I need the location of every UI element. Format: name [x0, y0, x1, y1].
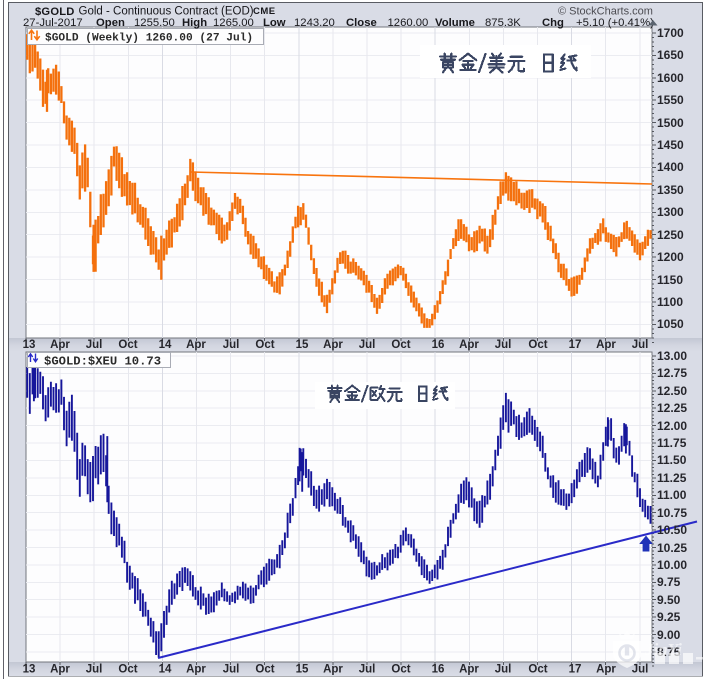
svg-text:875.3K: 875.3K [485, 17, 521, 29]
svg-text:15: 15 [296, 664, 309, 676]
svg-text:1100: 1100 [657, 295, 683, 309]
svg-text:Apr: Apr [50, 339, 70, 351]
svg-text:1600: 1600 [657, 71, 684, 85]
svg-text:Jul: Jul [223, 339, 240, 351]
svg-text:Oct: Oct [391, 339, 410, 351]
svg-text:$GOLD:$XEU 10.73: $GOLD:$XEU 10.73 [44, 355, 161, 369]
svg-text:1265.00: 1265.00 [213, 17, 254, 29]
svg-text:+5.10 (+0.41%): +5.10 (+0.41%) [576, 17, 654, 29]
svg-text:Jul: Jul [223, 664, 240, 676]
svg-text:Apr: Apr [596, 339, 616, 351]
svg-text:15: 15 [296, 339, 309, 351]
svg-text:Oct: Oct [528, 664, 547, 676]
svg-text:1350: 1350 [657, 183, 684, 197]
svg-text:1700: 1700 [657, 26, 684, 40]
svg-text:1300: 1300 [657, 205, 684, 219]
svg-text:Apr: Apr [323, 664, 343, 676]
svg-text:14: 14 [159, 339, 172, 351]
svg-text:$GOLD (Weekly) 1260.00 (27 Jul: $GOLD (Weekly) 1260.00 (27 Jul) [45, 33, 253, 45]
svg-text:Apr: Apr [323, 339, 343, 351]
svg-text:CME: CME [253, 6, 276, 17]
svg-text:12.00: 12.00 [657, 419, 687, 433]
svg-text:Jul: Jul [86, 664, 103, 676]
svg-text:Apr: Apr [186, 339, 206, 351]
svg-text:Jul: Jul [495, 339, 512, 351]
svg-text:11.50: 11.50 [657, 453, 687, 467]
svg-text:10.25: 10.25 [657, 541, 687, 555]
svg-text:Gold - Continuous Contract (EO: Gold - Continuous Contract (EOD) [79, 6, 254, 18]
svg-text:Apr: Apr [596, 664, 616, 676]
svg-text:9.75: 9.75 [657, 575, 681, 589]
svg-text:Oct: Oct [255, 339, 274, 351]
svg-text:Oct: Oct [255, 664, 274, 676]
svg-text:Chg: Chg [542, 17, 564, 29]
svg-text:12.25: 12.25 [657, 401, 687, 415]
svg-text:Jul: Jul [86, 339, 103, 351]
svg-text:17: 17 [569, 339, 582, 351]
svg-text:1260.00: 1260.00 [388, 17, 429, 29]
svg-text:16: 16 [432, 339, 445, 351]
svg-text:9.50: 9.50 [657, 593, 681, 607]
svg-text:Apr: Apr [459, 664, 479, 676]
svg-text:16: 16 [432, 664, 445, 676]
svg-text:14: 14 [159, 664, 172, 676]
svg-text:1400: 1400 [657, 160, 684, 174]
svg-text:1243.20: 1243.20 [294, 17, 335, 29]
svg-text:Jul: Jul [359, 339, 376, 351]
svg-text:1255.50: 1255.50 [134, 17, 175, 29]
svg-text:17: 17 [569, 664, 582, 676]
svg-text:Apr: Apr [50, 664, 70, 676]
svg-text:1150: 1150 [657, 273, 683, 287]
svg-text:11.25: 11.25 [657, 471, 687, 485]
svg-text:11.75: 11.75 [657, 436, 687, 450]
svg-text:Close: Close [346, 17, 377, 29]
svg-text:$GOLD: $GOLD [35, 6, 75, 18]
svg-text:1450: 1450 [657, 138, 684, 152]
svg-text:10.50: 10.50 [657, 523, 687, 537]
svg-text:© StockCharts.com: © StockCharts.com [558, 6, 653, 18]
svg-text:Apr: Apr [459, 339, 479, 351]
svg-text:1650: 1650 [657, 48, 684, 62]
svg-text:Jul: Jul [632, 339, 649, 351]
svg-text:Jul: Jul [632, 664, 649, 676]
svg-text:1050: 1050 [657, 317, 684, 331]
svg-text:10.75: 10.75 [657, 506, 687, 520]
svg-text:10.00: 10.00 [657, 558, 687, 572]
svg-text:9.25: 9.25 [657, 610, 681, 624]
svg-text:12.75: 12.75 [657, 366, 687, 380]
svg-text:1550: 1550 [657, 93, 684, 107]
svg-text:9.00: 9.00 [657, 628, 681, 642]
svg-text:Volume: Volume [435, 17, 475, 29]
svg-text:13: 13 [23, 664, 36, 676]
svg-text:Oct: Oct [528, 339, 547, 351]
svg-text:Oct: Oct [391, 664, 410, 676]
svg-text:Jul: Jul [359, 664, 376, 676]
svg-text:Apr: Apr [186, 664, 206, 676]
svg-text:Jul: Jul [495, 664, 512, 676]
svg-text:27-Jul-2017: 27-Jul-2017 [23, 17, 83, 29]
svg-text:1200: 1200 [657, 250, 684, 264]
svg-text:Oct: Oct [118, 664, 137, 676]
svg-text:1250: 1250 [657, 228, 684, 242]
svg-text:13: 13 [23, 339, 36, 351]
svg-text:Oct: Oct [118, 339, 137, 351]
svg-text:High: High [182, 17, 207, 29]
svg-text:Low: Low [263, 17, 286, 29]
svg-text:13.00: 13.00 [657, 349, 687, 363]
svg-text:Open: Open [96, 17, 125, 29]
svg-text:11.00: 11.00 [657, 488, 687, 502]
svg-text:1500: 1500 [657, 116, 684, 130]
svg-text:12.50: 12.50 [657, 384, 687, 398]
